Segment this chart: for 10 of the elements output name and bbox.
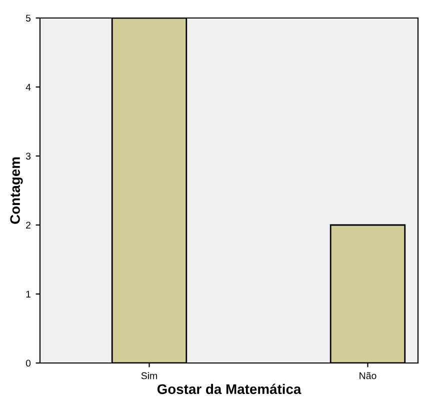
y-tick-label: 5 <box>26 14 31 22</box>
y-axis-title: Contagem <box>10 157 23 224</box>
y-tick-label: 2 <box>26 222 30 229</box>
y-tick-label: 0 <box>26 360 31 367</box>
y-tick-label: 4 <box>26 84 31 91</box>
x-axis-title: Gostar da Matemática <box>157 384 302 394</box>
x-tick-label: Sim <box>141 372 157 380</box>
y-tick-label: 1 <box>26 290 30 298</box>
y-tick-label: 3 <box>26 152 31 160</box>
x-tick-label: Não <box>360 372 376 380</box>
